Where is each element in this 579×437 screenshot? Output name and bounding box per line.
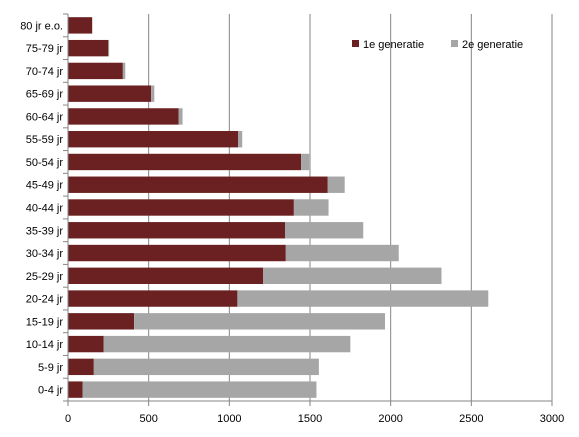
y-tick-labels: 80 jr e.o. 75-79 jr 70-74 jr 65-69 jr 60-64 … <box>20 20 63 396</box>
bar-40-44-jr-series-2 <box>293 199 329 216</box>
x-tick-label-2500: 2500 <box>459 413 483 425</box>
y-tick-label-15-19-jr: 15-19 jr <box>26 316 64 328</box>
bar-15-19-jr-series-1 <box>68 313 135 330</box>
bars <box>68 17 489 398</box>
x-tick-label-2000: 2000 <box>378 413 402 425</box>
y-tick-label-20-24-jr: 20-24 jr <box>26 294 64 306</box>
x-tick-label-0: 0 <box>65 413 71 425</box>
axes <box>63 13 553 406</box>
legend-label-1e-generatie: 1e generatie <box>363 39 424 51</box>
legend-swatch-2e-generatie <box>451 40 458 47</box>
y-tick-label-80-jr-e-o: 80 jr e.o. <box>20 20 63 32</box>
bar-45-49-jr-series-2 <box>327 176 345 193</box>
y-tick-label-45-49-jr: 45-49 jr <box>26 180 64 192</box>
x-tick-label-3000: 3000 <box>540 413 564 425</box>
bar-40-44-jr-series-1 <box>68 199 294 216</box>
bar-75-79-jr-series-2 <box>108 39 110 57</box>
legend: 1e generatie 2e generatie <box>352 39 523 51</box>
bar-70-74-jr-series-1 <box>68 62 123 80</box>
bar-70-74-jr-series-2 <box>122 62 126 80</box>
x-tick-label-500: 500 <box>139 413 157 425</box>
y-tick-label-5-9-jr: 5-9 jr <box>38 362 63 374</box>
x-tick-label-1000: 1000 <box>217 413 241 425</box>
bar-5-9-jr-series-2 <box>93 358 319 376</box>
y-tick-label-30-34-jr: 30-34 jr <box>26 248 64 260</box>
y-tick-label-75-79-jr: 75-79 jr <box>26 43 64 55</box>
bar-25-29-jr-series-2 <box>263 267 442 284</box>
bar-30-34-jr-series-2 <box>285 244 399 262</box>
y-tick-label-35-39-jr: 35-39 jr <box>26 225 64 237</box>
legend-swatch-1e-generatie <box>352 40 359 47</box>
bar-45-49-jr-series-1 <box>68 176 328 193</box>
bar-50-54-jr-series-2 <box>301 153 310 171</box>
y-tick-label-60-64-jr: 60-64 jr <box>26 111 64 123</box>
bar-20-24-jr-series-2 <box>237 290 489 307</box>
bar-35-39-jr-series-1 <box>68 222 285 239</box>
bar-35-39-jr-series-2 <box>284 222 364 239</box>
bar-25-29-jr-series-1 <box>68 267 264 284</box>
bar-65-69-jr-series-1 <box>68 85 152 102</box>
bar-20-24-jr-series-1 <box>68 290 238 307</box>
y-tick-label-65-69-jr: 65-69 jr <box>26 89 64 101</box>
bar-55-59-jr-series-1 <box>68 131 239 148</box>
y-tick-label-0-4-jr: 0-4 jr <box>38 385 63 397</box>
x-tick-label-1500: 1500 <box>298 413 322 425</box>
bar-50-54-jr-series-1 <box>68 153 302 171</box>
y-tick-label-55-59-jr: 55-59 jr <box>26 134 64 146</box>
bar-0-4-jr-series-1 <box>68 381 83 398</box>
bar-75-79-jr-series-1 <box>68 39 109 57</box>
bar-60-64-jr-series-1 <box>68 108 179 125</box>
y-tick-label-10-14-jr: 10-14 jr <box>26 339 64 351</box>
bar-0-4-jr-series-2 <box>82 381 317 398</box>
y-tick-label-25-29-jr: 25-29 jr <box>26 271 64 283</box>
bar-15-19-jr-series-2 <box>134 313 386 330</box>
legend-label-2e-generatie: 2e generatie <box>462 39 523 51</box>
bar-60-64-jr-series-2 <box>178 108 183 125</box>
bar-80-jr-e-o-series-1 <box>68 17 93 34</box>
y-tick-label-50-54-jr: 50-54 jr <box>26 157 64 169</box>
x-tick-labels: 0 500 1000 1500 2000 2500 3000 <box>65 413 564 425</box>
bar-55-59-jr-series-2 <box>238 131 243 148</box>
bar-10-14-jr-series-1 <box>68 335 104 353</box>
bar-10-14-jr-series-2 <box>103 335 351 353</box>
bar-65-69-jr-series-2 <box>151 85 155 102</box>
y-tick-label-70-74-jr: 70-74 jr <box>26 66 64 78</box>
bar-5-9-jr-series-1 <box>68 358 94 376</box>
y-tick-label-40-44-jr: 40-44 jr <box>26 203 64 215</box>
bar-30-34-jr-series-1 <box>68 244 286 262</box>
